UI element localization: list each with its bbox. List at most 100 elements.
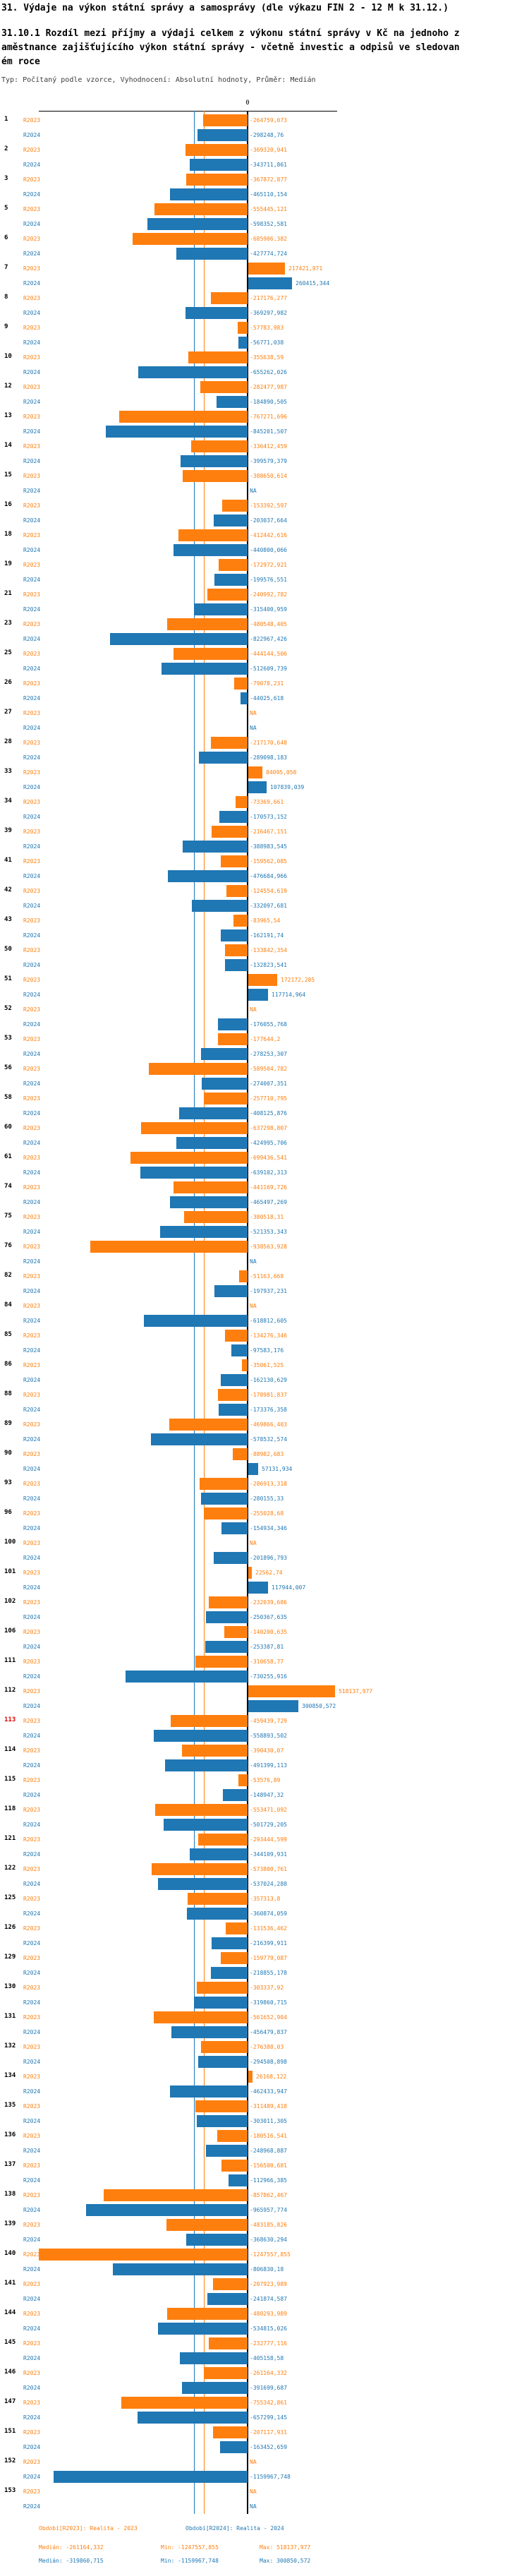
bar-r2024: [229, 2174, 248, 2186]
bar-r2023: [233, 1448, 248, 1460]
bar-r2023: [238, 322, 248, 334]
series-label-r2024: R2024: [23, 932, 41, 939]
series-label-r2023: R2023: [23, 1807, 41, 1813]
value-label-r2024: NA: [250, 488, 257, 494]
bar-r2023: [226, 885, 248, 897]
value-label-r2023: -555445,121: [250, 206, 287, 212]
series-label-r2024: R2024: [23, 1377, 41, 1383]
bar-r2023: [248, 2071, 253, 2083]
series-label-r2023: R2023: [23, 176, 41, 183]
bar-r2024: [198, 2056, 248, 2068]
value-label-r2024: 300850,572: [302, 1703, 336, 1709]
series-label-r2024: R2024: [23, 1555, 41, 1561]
row-number: 134: [4, 2072, 16, 2079]
value-label-r2024: -250367,635: [250, 1614, 287, 1620]
value-label-r2024: -298248,76: [250, 132, 284, 138]
value-label-r2023: -159779,087: [250, 1955, 287, 1961]
bar-r2024: [183, 841, 248, 853]
series-label-r2023: R2023: [23, 414, 41, 420]
value-label-r2023: NA: [250, 2459, 257, 2465]
series-label-r2024: R2024: [23, 1288, 41, 1294]
series-label-r2024: R2024: [23, 1644, 41, 1650]
bar-r2024: [158, 1878, 248, 1890]
bar-r2024: [248, 1582, 268, 1594]
series-label-r2023: R2023: [23, 2311, 41, 2317]
value-label-r2023: -257710,795: [250, 1095, 287, 1102]
value-label-r2023: -35061,525: [250, 1362, 284, 1368]
series-label-r2024: R2024: [23, 162, 41, 168]
series-label-r2024: R2024: [23, 1822, 41, 1828]
bar-r2024: [218, 1018, 248, 1030]
series-label-r2023: R2023: [23, 443, 41, 450]
value-label-r2023: -369320,941: [250, 147, 287, 153]
bar-r2023: [195, 2100, 248, 2112]
value-label-r2023: 217421,971: [288, 265, 323, 272]
value-label-r2023: -1247557,855: [250, 2251, 291, 2258]
bar-r2024: [238, 337, 248, 349]
bar-r2024: [221, 929, 248, 941]
value-label-r2023: -240992,782: [250, 591, 287, 598]
value-label-r2023: -637298,807: [250, 1125, 287, 1131]
value-label-r2023: -134276,346: [250, 1332, 287, 1339]
value-label-r2023: -217170,648: [250, 740, 287, 746]
series-label-r2024: R2024: [23, 577, 41, 583]
value-label-r2024: -176055,768: [250, 1021, 287, 1028]
row-number: 111: [4, 1657, 16, 1664]
series-label-r2023: R2023: [23, 2044, 41, 2050]
bar-r2024: [220, 2441, 248, 2453]
bar-r2023: [174, 648, 248, 660]
value-label-r2024: -534815,026: [250, 2325, 287, 2332]
zero-axis-line: [247, 111, 248, 2514]
bar-r2024: [165, 1759, 248, 1771]
value-label-r2024: -112966,385: [250, 2177, 287, 2184]
bar-r2024: [160, 1226, 248, 1238]
value-label-r2023: -483185,826: [250, 2222, 287, 2228]
value-label-r2024: -97583,176: [250, 1347, 284, 1354]
bar-r2024: [144, 1315, 248, 1327]
value-label-r2024: -639102,313: [250, 1169, 287, 1176]
row-number: 6: [4, 234, 8, 241]
series-label-r2023: R2023: [23, 1421, 41, 1428]
value-label-r2023: 22562,74: [255, 1570, 283, 1576]
series-label-r2023: R2023: [23, 1481, 41, 1487]
stat-min-r2024: Min: -1159967,748: [161, 2558, 219, 2564]
row-number: 114: [4, 1746, 16, 1753]
median-line-r2023: [204, 111, 205, 2514]
value-label-r2024: -730255,916: [250, 1673, 287, 1680]
bar-r2024: [151, 1433, 248, 1445]
value-label-r2023: -156500,681: [250, 2162, 287, 2169]
series-label-r2024: R2024: [23, 606, 41, 613]
row-number: 58: [4, 1094, 12, 1101]
bar-r2023: [217, 2130, 248, 2142]
bar-r2024: [221, 1374, 248, 1386]
value-label-r2024: -278253,307: [250, 1051, 287, 1057]
series-label-r2024: R2024: [23, 1614, 41, 1620]
bar-r2023: [205, 1093, 248, 1105]
series-label-r2023: R2023: [23, 2459, 41, 2465]
bar-r2023: [226, 1922, 248, 1934]
series-label-r2023: R2023: [23, 2370, 41, 2376]
value-label-r2023: NA: [250, 2488, 257, 2495]
value-label-r2024: -965957,774: [250, 2207, 287, 2213]
value-label-r2024: -558893,502: [250, 1733, 287, 1739]
bar-r2024: [158, 2323, 248, 2335]
series-label-r2023: R2023: [23, 502, 41, 509]
series-label-r2023: R2023: [23, 1362, 41, 1368]
series-label-r2023: R2023: [23, 2222, 41, 2228]
series-label-r2024: R2024: [23, 2088, 41, 2095]
series-label-r2023: R2023: [23, 1777, 41, 1783]
value-label-r2023: -444144,506: [250, 651, 287, 657]
bar-r2023: [213, 2426, 248, 2438]
bar-r2023: [197, 1982, 248, 1994]
bar-r2024: [174, 544, 248, 556]
series-label-r2024: R2024: [23, 695, 41, 702]
bar-r2024: [126, 1671, 248, 1683]
series-label-r2023: R2023: [23, 591, 41, 598]
row-number: 132: [4, 2042, 16, 2050]
value-label-r2024: 117714,964: [272, 992, 306, 998]
value-label-r2023: -390430,07: [250, 1747, 284, 1754]
row-number: 13: [4, 412, 12, 419]
bar-r2023: [205, 1507, 248, 1519]
bar-r2023: [133, 233, 248, 245]
series-label-r2023: R2023: [23, 1747, 41, 1754]
